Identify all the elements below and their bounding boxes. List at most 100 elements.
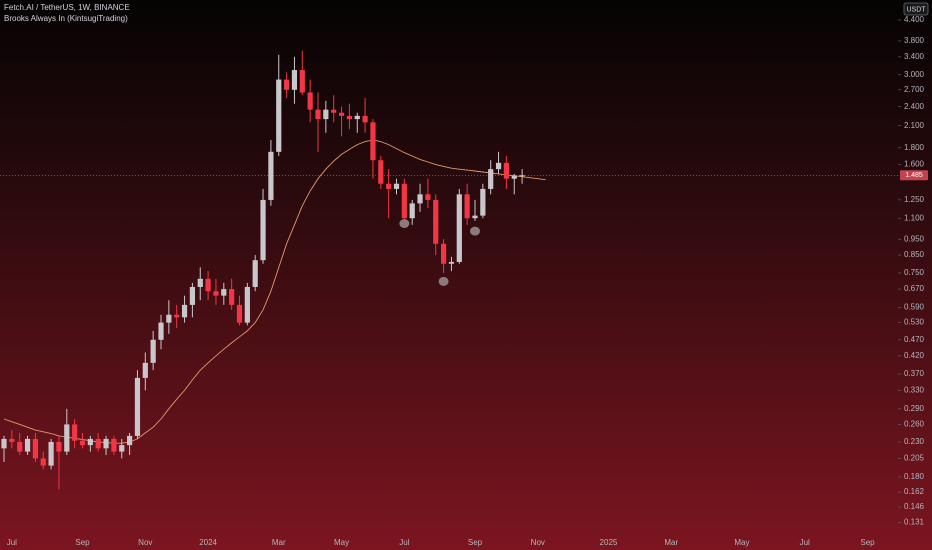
x-tick-label: Jul xyxy=(399,538,409,547)
candle-body xyxy=(181,304,188,318)
y-tick-label: 0.180 xyxy=(904,472,925,481)
candle-body xyxy=(48,441,54,466)
x-tick-label: 2024 xyxy=(199,538,217,547)
y-tick-label: 0.850 xyxy=(904,250,925,259)
candle-body xyxy=(393,183,400,189)
signal-dot xyxy=(399,219,410,229)
candle-body xyxy=(519,175,525,177)
y-tick-label: 0.205 xyxy=(904,454,925,463)
x-tick-label: Mar xyxy=(272,538,286,547)
y-tick-label: 3.800 xyxy=(904,36,925,45)
candle-body xyxy=(401,183,407,219)
x-tick-label: Jul xyxy=(800,538,810,547)
candle-body xyxy=(378,160,384,184)
candle-body xyxy=(425,194,431,200)
y-tick-label: 4.400 xyxy=(904,15,925,24)
candle-body xyxy=(448,261,455,264)
candle-body xyxy=(174,314,180,318)
chart-title: Fetch.AI / TetherUS, 1W, BINANCE xyxy=(4,3,130,12)
candle-body xyxy=(284,79,290,90)
candle-body xyxy=(417,194,423,204)
y-tick-label: 0.470 xyxy=(904,335,925,344)
candle-body xyxy=(150,339,156,363)
candle-body xyxy=(338,112,345,116)
candle-body xyxy=(260,199,266,261)
candle-body xyxy=(488,169,494,189)
candle-body xyxy=(221,289,227,296)
signal-dot xyxy=(438,276,449,286)
y-tick-label: 1.600 xyxy=(904,160,925,169)
candle-body xyxy=(9,438,15,442)
y-tick-label: 0.260 xyxy=(904,420,925,429)
indicator-line xyxy=(3,139,546,444)
candle-body xyxy=(166,314,172,323)
currency: USDT xyxy=(906,6,926,13)
y-tick-label: 0.370 xyxy=(904,369,925,378)
y-tick-label: 0.290 xyxy=(904,404,925,413)
candle-body xyxy=(24,438,31,452)
y-tick-label: 1.100 xyxy=(904,213,925,222)
candle-body xyxy=(134,377,141,436)
candle-body xyxy=(205,278,211,292)
x-tick-label: May xyxy=(734,538,749,547)
candle-body xyxy=(268,151,274,200)
x-tick-label: 2025 xyxy=(600,538,618,547)
y-tick-label: 1.250 xyxy=(904,195,925,204)
candle-body xyxy=(480,188,486,216)
y-tick-label: 0.330 xyxy=(904,385,925,394)
candle-body xyxy=(87,438,93,446)
candle-body xyxy=(315,109,321,120)
y-tick-label: 0.530 xyxy=(904,318,925,327)
candle-body xyxy=(56,441,62,452)
currency-badge[interactable] xyxy=(903,2,929,16)
y-tick-label: 1.800 xyxy=(904,143,925,152)
candle-body xyxy=(213,291,219,296)
y-tick-label: 2.100 xyxy=(904,121,925,130)
candle-body xyxy=(95,438,101,449)
candle-body xyxy=(511,175,517,179)
candle-body xyxy=(158,322,164,340)
candle-body xyxy=(433,199,439,244)
candle-body xyxy=(472,215,478,219)
candle-body xyxy=(40,458,46,466)
candle-body xyxy=(464,194,470,219)
candle-body xyxy=(64,424,70,452)
x-tick-label: Nov xyxy=(531,538,545,547)
x-tick-label: Nov xyxy=(138,538,152,547)
y-tick-label: 0.590 xyxy=(904,302,925,311)
x-tick-label: Mar xyxy=(664,538,678,547)
candle-body xyxy=(1,438,7,449)
candle-body xyxy=(119,445,125,452)
candle-body xyxy=(142,362,148,378)
candle-body xyxy=(229,289,235,305)
last-price-box xyxy=(900,170,928,181)
candle-body xyxy=(370,122,376,161)
candle-body xyxy=(32,438,38,459)
indicator-name: Brooks Always In (KintsugiTrading) xyxy=(4,14,128,23)
candle-body xyxy=(244,286,250,323)
candle-body xyxy=(386,183,392,189)
x-tick-label: Jul xyxy=(7,538,17,547)
y-tick-label: 0.230 xyxy=(904,437,925,446)
x-tick-label: Sep xyxy=(860,538,875,547)
candle-body xyxy=(331,109,337,113)
last-price-label: 1.485 xyxy=(905,172,923,179)
y-tick-label: 3.000 xyxy=(904,70,925,79)
y-tick-label: 2.400 xyxy=(904,102,925,111)
y-tick-label: 0.670 xyxy=(904,284,925,293)
x-tick-label: Sep xyxy=(468,538,483,547)
candle-body xyxy=(503,162,509,179)
y-tick-label: 0.750 xyxy=(904,268,925,277)
candle-body xyxy=(103,438,109,449)
candle-body xyxy=(197,278,203,287)
candle-body xyxy=(495,162,502,170)
candle-body xyxy=(409,203,415,219)
candle-body xyxy=(299,70,305,93)
candle-body xyxy=(354,115,360,120)
candle-body xyxy=(111,438,117,452)
candle-body xyxy=(189,286,195,305)
candle-body xyxy=(441,243,447,264)
